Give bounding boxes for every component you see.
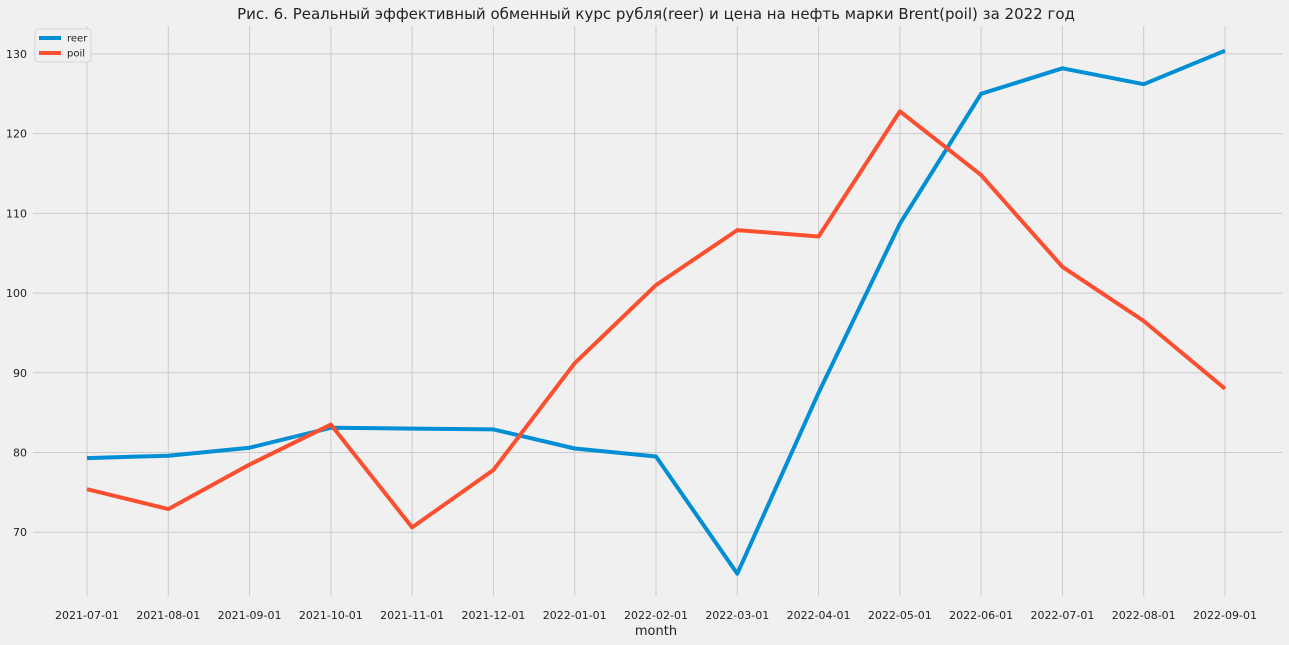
- x-tick-label: 2022-08-01: [1112, 609, 1176, 622]
- y-tick-label: 130: [6, 48, 27, 61]
- x-tick-label: 2022-01-01: [543, 609, 607, 622]
- x-tick-labels: 2021-07-01 2021-08-01 2021-09-01 2021-10-01…: [55, 609, 1257, 622]
- y-tick-label: 120: [6, 128, 27, 141]
- x-tick-label: 2021-10-01: [299, 609, 363, 622]
- x-tick-label: 2021-07-01: [55, 609, 119, 622]
- x-tick-label: 2022-03-01: [705, 609, 769, 622]
- legend-label-reer: reer: [67, 34, 88, 45]
- legend: reer poil: [34, 28, 92, 63]
- y-tick-label: 90: [13, 367, 27, 380]
- series-line-reer: [86, 48, 1226, 576]
- x-tick-label: 2022-02-01: [624, 609, 688, 622]
- grid-layer: [33, 26, 1282, 596]
- x-tick-label: 2021-12-01: [461, 609, 525, 622]
- y-tick-labels: 70 80 90 100 110 120 130: [6, 48, 27, 539]
- x-tick-label: 2021-11-01: [380, 609, 444, 622]
- x-tick-label: 2022-07-01: [1030, 609, 1094, 622]
- x-tick-label: 2021-09-01: [218, 609, 282, 622]
- y-tick-label: 80: [13, 447, 27, 460]
- x-tick-label: 2022-09-01: [1193, 609, 1257, 622]
- legend-label-poil: poil: [67, 49, 85, 60]
- x-axis-label: month: [635, 624, 677, 639]
- y-tick-label: 110: [6, 207, 27, 220]
- chart-title: Рис. 6. Реальный эффективный обменный ку…: [237, 5, 1075, 23]
- series-layer: [86, 48, 1227, 576]
- series-line-poil: [86, 109, 1227, 530]
- y-tick-label: 100: [6, 287, 27, 300]
- x-tick-label: 2022-04-01: [787, 609, 851, 622]
- x-tick-label: 2021-08-01: [136, 609, 200, 622]
- y-tick-label: 70: [13, 526, 27, 539]
- x-tick-label: 2022-06-01: [949, 609, 1013, 622]
- x-tick-label: 2022-05-01: [868, 609, 932, 622]
